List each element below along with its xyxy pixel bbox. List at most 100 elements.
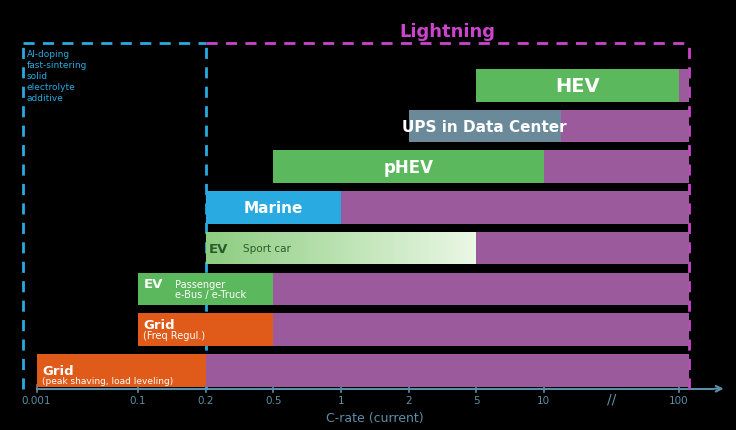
Bar — [315, 232, 316, 265]
Bar — [273, 151, 544, 184]
Bar — [376, 232, 378, 265]
Bar — [268, 232, 269, 265]
Bar — [347, 232, 349, 265]
Bar — [397, 232, 399, 265]
Bar — [205, 232, 207, 265]
Bar — [425, 232, 426, 265]
Bar — [280, 232, 281, 265]
Bar — [219, 232, 221, 265]
Bar — [236, 232, 237, 265]
Bar — [408, 232, 410, 265]
Bar — [257, 232, 258, 265]
Bar — [368, 232, 369, 265]
Bar — [358, 232, 360, 265]
Bar — [281, 232, 283, 265]
Bar — [470, 232, 471, 265]
Bar — [266, 232, 268, 265]
Bar — [208, 232, 210, 265]
Bar — [205, 192, 341, 224]
Text: Sport car: Sport car — [243, 244, 291, 254]
Bar — [226, 232, 227, 265]
Bar — [273, 313, 689, 346]
Bar — [417, 232, 418, 265]
Bar — [303, 232, 305, 265]
Bar — [221, 232, 222, 265]
Bar — [216, 232, 218, 265]
Bar — [463, 232, 464, 265]
Bar — [364, 232, 365, 265]
Bar — [337, 232, 339, 265]
Bar — [287, 232, 289, 265]
Bar — [453, 232, 455, 265]
Text: Grid: Grid — [42, 364, 74, 377]
Bar — [439, 232, 441, 265]
Bar — [457, 232, 459, 265]
Bar — [408, 111, 561, 143]
Bar — [460, 232, 461, 265]
Text: 100: 100 — [669, 395, 689, 405]
Bar — [447, 232, 449, 265]
Bar — [322, 232, 323, 265]
Bar — [224, 232, 226, 265]
Bar — [334, 232, 336, 265]
Bar — [238, 232, 239, 265]
Bar — [381, 232, 383, 265]
Bar — [442, 232, 444, 265]
Bar — [367, 232, 368, 265]
Bar — [231, 232, 233, 265]
Bar — [353, 232, 355, 265]
Text: //: // — [607, 392, 616, 406]
Bar — [679, 70, 689, 102]
Bar — [275, 232, 276, 265]
Bar — [245, 232, 247, 265]
Bar — [389, 232, 391, 265]
Bar — [441, 232, 442, 265]
Bar — [223, 232, 224, 265]
Bar — [260, 232, 261, 265]
Bar — [461, 232, 463, 265]
Bar — [420, 232, 421, 265]
Bar — [405, 232, 406, 265]
Bar — [325, 232, 326, 265]
Bar — [138, 313, 273, 346]
Bar — [392, 232, 394, 265]
Bar — [329, 232, 330, 265]
Bar — [241, 232, 242, 265]
Bar — [300, 232, 302, 265]
Bar — [450, 232, 452, 265]
Bar — [402, 232, 403, 265]
Bar — [253, 232, 255, 265]
Bar — [345, 232, 347, 265]
Bar — [361, 232, 363, 265]
Bar — [391, 232, 392, 265]
Bar — [321, 232, 322, 265]
Bar — [476, 232, 689, 265]
Bar — [468, 232, 470, 265]
Bar — [218, 232, 219, 265]
Bar — [211, 232, 213, 265]
Text: Grid: Grid — [144, 318, 175, 331]
Bar — [244, 232, 245, 265]
Bar — [272, 232, 273, 265]
Text: (peak shaving, load leveling): (peak shaving, load leveling) — [42, 376, 173, 385]
Bar — [406, 232, 407, 265]
Bar — [428, 232, 429, 265]
Bar — [328, 232, 329, 265]
Bar — [339, 232, 341, 265]
Bar — [415, 232, 417, 265]
Bar — [360, 232, 361, 265]
Bar — [434, 232, 436, 265]
Bar — [459, 232, 460, 265]
Bar — [349, 232, 350, 265]
Bar — [394, 232, 395, 265]
Text: 1: 1 — [338, 395, 344, 405]
Bar — [456, 232, 457, 265]
Bar — [411, 232, 413, 265]
Bar — [233, 232, 234, 265]
Bar — [269, 232, 271, 265]
Bar — [215, 232, 216, 265]
Text: 0.001: 0.001 — [22, 395, 52, 405]
Text: C-rate (current): C-rate (current) — [326, 411, 424, 424]
Bar — [333, 232, 334, 265]
Bar — [242, 232, 244, 265]
